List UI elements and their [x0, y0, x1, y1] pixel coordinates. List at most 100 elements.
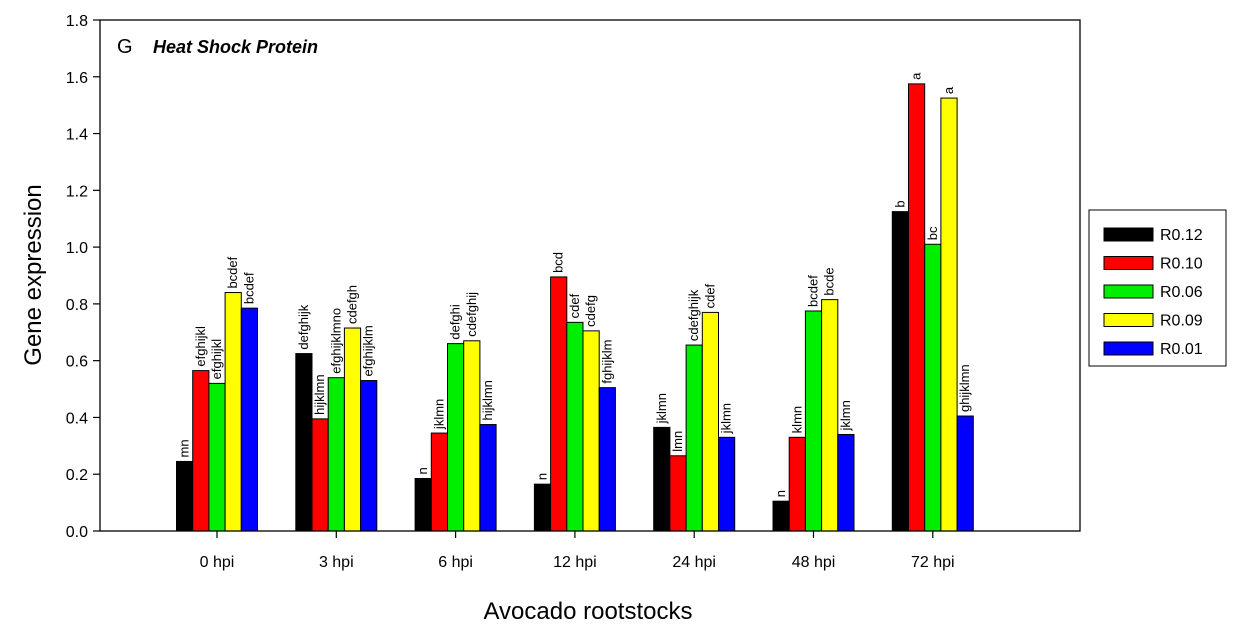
y-tick-label: 0.8: [66, 297, 88, 314]
significance-label: jklmn: [838, 400, 853, 431]
significance-label: hijklmn: [312, 374, 327, 414]
bar-R0-06-12-hpi: [566, 321, 584, 532]
significance-label: bc: [925, 226, 940, 240]
significance-label: klmn: [789, 406, 804, 433]
bar-R0-06-72-hpi: [924, 243, 942, 532]
y-tick-label: 0.2: [66, 467, 88, 484]
bar-R0-06-3-hpi: [327, 377, 345, 532]
x-axis: 0 hpi 3 hpi 6 hpi 12 hpi 24 hpi 48 hpi 72 hpi: [200, 531, 955, 571]
bar-R0-12-3-hpi: [295, 353, 313, 532]
significance-label: bcdef: [225, 256, 240, 288]
x-axis-title: Avocado rootstocks: [483, 598, 692, 625]
y-tick-label: 1.8: [66, 13, 88, 30]
legend-swatch: [1103, 284, 1154, 299]
x-tick-label: 48 hpi: [792, 554, 836, 571]
bar-R0-10-24-hpi: [669, 455, 687, 532]
bar-R0-06-48-hpi: [804, 310, 823, 532]
significance-label: hijklmn: [480, 380, 495, 420]
significance-label: bcd: [551, 252, 566, 273]
significance-label: a: [909, 72, 924, 80]
legend-swatch: [1103, 256, 1154, 270]
bar-R0-09-48-hpi: [821, 299, 839, 532]
significance-label: cdefg: [583, 295, 598, 327]
legend-label: R0.01: [1160, 341, 1203, 358]
plot-frame: [99, 19, 1081, 532]
panel-letter: G: [117, 36, 133, 58]
y-tick-label: 0.6: [66, 354, 88, 371]
significance-label: defghijk: [296, 304, 311, 349]
bar-R0-01-72-hpi: [956, 415, 974, 532]
significance-label: cdefgh: [345, 285, 360, 324]
significance-label: efghijkl: [193, 326, 208, 367]
significance-label: bcdef: [806, 275, 821, 307]
significance-label: ghijklmn: [957, 364, 972, 412]
y-tick-label: 1.6: [66, 70, 88, 87]
bar-R0-01-6-hpi: [479, 424, 497, 532]
chart-title: Heat Shock Protein: [153, 37, 318, 57]
bar-R0-10-6-hpi: [430, 432, 448, 532]
legend-swatch: [1103, 313, 1154, 327]
significance-label: cdef: [702, 283, 717, 308]
significance-label: efghijklmno: [328, 308, 343, 374]
y-axis: 0.0 0.2 0.4 0.6 0.8 1.0 1.2 1.4 1.6 1.8: [66, 13, 100, 541]
bar-R0-10-0-hpi: [192, 370, 210, 532]
x-tick-label: 3 hpi: [319, 554, 354, 571]
y-tick-label: 1.4: [66, 127, 88, 144]
bar-R0-01-48-hpi: [837, 433, 855, 532]
bar-R0-06-0-hpi: [208, 382, 226, 532]
significance-label: mn: [177, 439, 192, 457]
significance-label: a: [941, 86, 956, 94]
significance-label: jklmn: [719, 403, 734, 434]
significance-label: efghijklm: [361, 325, 376, 376]
significance-label: fghijklm: [599, 340, 614, 384]
significance-label: b: [892, 200, 907, 207]
x-tick-label: 0 hpi: [200, 554, 235, 571]
bar-R0-10-12-hpi: [550, 276, 568, 532]
bar-R0-09-72-hpi: [940, 97, 958, 532]
bar-R0-12-0-hpi: [176, 460, 194, 532]
bar-R0-12-12-hpi: [533, 483, 552, 532]
bar-R0-01-0-hpi: [240, 307, 259, 532]
significance-label: bcde: [822, 267, 837, 295]
significance-label: defghi: [448, 304, 463, 340]
bar-R0-01-3-hpi: [360, 380, 378, 532]
bar-R0-09-24-hpi: [701, 311, 719, 532]
significance-label: jklmn: [431, 399, 446, 430]
bar-R0-12-6-hpi: [414, 477, 432, 532]
significance-label: jklmn: [654, 393, 669, 424]
legend-label: R0.06: [1160, 284, 1203, 301]
x-tick-label: 12 hpi: [553, 554, 597, 571]
significance-label: lmn: [670, 431, 685, 452]
significance-label: n: [773, 490, 788, 497]
bar-R0-09-12-hpi: [582, 330, 600, 532]
x-tick-label: 6 hpi: [438, 554, 473, 571]
bar-R0-12-72-hpi: [891, 211, 909, 532]
x-tick-label: 72 hpi: [911, 554, 955, 571]
legend-swatch: [1103, 341, 1154, 356]
legend: R0.12 R0.10 R0.06 R0.09 R0.01: [1088, 209, 1227, 367]
x-tick-label: 24 hpi: [672, 554, 716, 571]
legend-label: R0.09: [1160, 313, 1203, 330]
significance-label: cdefghij: [464, 292, 479, 337]
bar-R0-10-48-hpi: [788, 436, 806, 532]
bar-R0-01-12-hpi: [598, 387, 616, 532]
significance-label: cdef: [567, 293, 582, 318]
bar-R0-09-3-hpi: [343, 327, 362, 532]
bars-layer: [176, 83, 974, 532]
bar-R0-10-72-hpi: [908, 83, 926, 532]
significance-label: n: [535, 473, 550, 480]
bar-R0-09-6-hpi: [463, 340, 481, 532]
y-axis-title: Gene expression: [20, 184, 47, 365]
legend-swatch: [1103, 227, 1154, 242]
bar-R0-09-0-hpi: [224, 292, 242, 532]
significance-label: n: [415, 467, 430, 474]
y-tick-label: 0.4: [66, 410, 88, 427]
significance-label: efghijkl: [209, 339, 224, 380]
bar-R0-10-3-hpi: [311, 418, 329, 532]
bar-R0-12-24-hpi: [653, 426, 671, 532]
legend-label: R0.10: [1160, 256, 1203, 273]
y-tick-label: 1.2: [66, 183, 88, 200]
bar-R0-01-24-hpi: [718, 436, 736, 532]
